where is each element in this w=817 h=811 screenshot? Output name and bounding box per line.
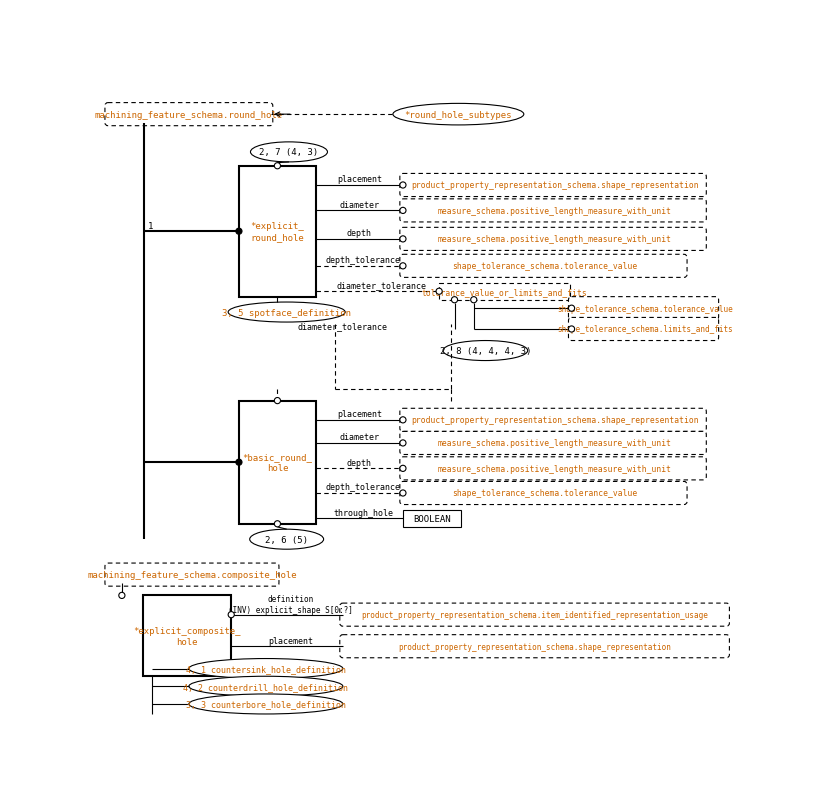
Text: product_property_representation_schema.shape_representation: product_property_representation_schema.s… — [398, 642, 671, 651]
Bar — [239, 166, 316, 298]
Text: shape_tolerance_schema.tolerance_value: shape_tolerance_schema.tolerance_value — [557, 304, 733, 313]
Text: 2, 8 (4, 4, 4, 3): 2, 8 (4, 4, 4, 3) — [440, 346, 531, 355]
Text: diameter_tolerance: diameter_tolerance — [337, 281, 426, 290]
Text: shape_tolerance_schema.tolerance_value: shape_tolerance_schema.tolerance_value — [453, 262, 637, 271]
Circle shape — [400, 208, 406, 214]
Text: measure_schema.positive_length_measure_with_unit: measure_schema.positive_length_measure_w… — [438, 464, 672, 474]
Text: product_property_representation_schema.shape_representation: product_property_representation_schema.s… — [411, 182, 699, 191]
Text: diameter_tolerance: diameter_tolerance — [298, 322, 388, 331]
Text: depth_tolerance: depth_tolerance — [326, 483, 401, 491]
Text: product_property_representation_schema.shape_representation: product_property_representation_schema.s… — [411, 416, 699, 425]
Bar — [239, 401, 316, 524]
Text: machining_feature_schema.composite_hole: machining_feature_schema.composite_hole — [87, 570, 297, 579]
FancyBboxPatch shape — [400, 457, 707, 480]
FancyBboxPatch shape — [400, 482, 687, 505]
FancyBboxPatch shape — [400, 200, 707, 223]
Text: BOOLEAN: BOOLEAN — [413, 514, 451, 523]
Ellipse shape — [189, 694, 343, 714]
Circle shape — [236, 229, 242, 235]
Text: measure_schema.positive_length_measure_with_unit: measure_schema.positive_length_measure_w… — [438, 439, 672, 448]
Circle shape — [400, 417, 406, 423]
Ellipse shape — [189, 676, 343, 697]
Text: 3, 5 spotface_definition: 3, 5 spotface_definition — [222, 308, 351, 317]
Text: depth_tolerance: depth_tolerance — [326, 255, 401, 265]
Circle shape — [400, 182, 406, 189]
Text: through_hole: through_hole — [333, 508, 393, 517]
FancyBboxPatch shape — [105, 564, 279, 586]
Text: shape_tolerance_schema.limits_and_fits: shape_tolerance_schema.limits_and_fits — [557, 325, 733, 334]
Text: *round_hole_subtypes: *round_hole_subtypes — [404, 110, 512, 119]
Text: measure_schema.positive_length_measure_with_unit: measure_schema.positive_length_measure_w… — [438, 235, 672, 244]
Text: 4, 1 countersink_hole_definition: 4, 1 countersink_hole_definition — [185, 664, 346, 673]
Circle shape — [569, 306, 574, 312]
Text: 2, 6 (5): 2, 6 (5) — [266, 535, 308, 544]
Ellipse shape — [393, 105, 524, 126]
Text: diameter: diameter — [339, 433, 379, 442]
Text: 4, 2 counterdrill_hole_definition: 4, 2 counterdrill_hole_definition — [183, 682, 348, 691]
Circle shape — [275, 164, 280, 169]
FancyBboxPatch shape — [340, 635, 730, 658]
Circle shape — [471, 298, 477, 303]
Circle shape — [452, 298, 458, 303]
Text: placement: placement — [337, 410, 382, 418]
Circle shape — [436, 289, 442, 295]
FancyBboxPatch shape — [569, 318, 719, 341]
Bar — [403, 510, 461, 527]
Bar — [143, 595, 231, 676]
Circle shape — [400, 237, 406, 242]
FancyBboxPatch shape — [400, 228, 707, 251]
Text: 1: 1 — [148, 221, 153, 230]
FancyBboxPatch shape — [569, 298, 719, 320]
Text: *explicit_
round_hole: *explicit_ round_hole — [251, 222, 304, 242]
Text: tolerance_value_or_limits_and_fits: tolerance_value_or_limits_and_fits — [422, 287, 587, 296]
Text: machining_feature_schema.round_hole: machining_feature_schema.round_hole — [95, 110, 283, 119]
Bar — [439, 283, 570, 300]
FancyBboxPatch shape — [105, 104, 273, 127]
Ellipse shape — [443, 341, 528, 361]
Text: diameter: diameter — [339, 200, 379, 209]
Circle shape — [400, 491, 406, 496]
FancyBboxPatch shape — [340, 603, 730, 626]
FancyBboxPatch shape — [400, 431, 707, 455]
Text: 3, 3 counterbore_hole_definition: 3, 3 counterbore_hole_definition — [185, 700, 346, 709]
Text: product_property_representation_schema.item_identified_representation_usage: product_property_representation_schema.i… — [361, 611, 708, 620]
Text: definition
(INV) explicit_shape S[0:?]: definition (INV) explicit_shape S[0:?] — [229, 594, 353, 614]
Text: placement: placement — [337, 175, 382, 184]
Text: shape_tolerance_schema.tolerance_value: shape_tolerance_schema.tolerance_value — [453, 489, 637, 498]
Text: measure_schema.positive_length_measure_with_unit: measure_schema.positive_length_measure_w… — [438, 207, 672, 216]
Circle shape — [275, 521, 280, 527]
Text: *basic_round_
hole: *basic_round_ hole — [243, 453, 312, 472]
Circle shape — [400, 466, 406, 472]
Circle shape — [569, 327, 574, 333]
Text: 2, 7 (4, 3): 2, 7 (4, 3) — [260, 148, 319, 157]
FancyBboxPatch shape — [400, 409, 707, 431]
FancyBboxPatch shape — [400, 174, 707, 197]
Circle shape — [118, 593, 125, 599]
Circle shape — [236, 460, 242, 466]
Text: *explicit_composite_
hole: *explicit_composite_ hole — [133, 626, 241, 646]
Text: placement: placement — [269, 636, 314, 645]
Circle shape — [400, 264, 406, 269]
FancyBboxPatch shape — [400, 255, 687, 278]
Circle shape — [400, 440, 406, 447]
Ellipse shape — [250, 530, 324, 550]
Ellipse shape — [228, 303, 345, 323]
Text: depth: depth — [347, 458, 372, 467]
Circle shape — [228, 611, 234, 618]
Circle shape — [275, 398, 280, 404]
Text: depth: depth — [347, 229, 372, 238]
Ellipse shape — [251, 143, 328, 163]
Ellipse shape — [189, 659, 343, 679]
